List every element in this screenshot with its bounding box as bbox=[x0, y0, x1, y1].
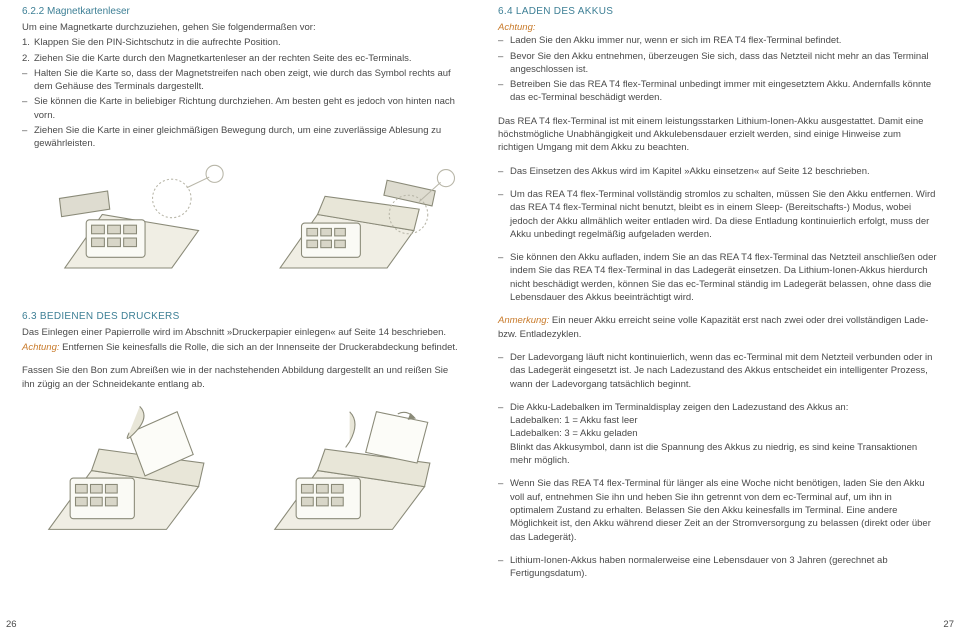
section-63-body: Das Einlegen einer Papierrolle wird im A… bbox=[22, 326, 462, 339]
printer-illus-2 bbox=[248, 401, 462, 551]
section-63-warning: Achtung: Entfernen Sie keinesfalls die R… bbox=[22, 341, 462, 354]
info-b8a: Die Akku-Ladebalken im Terminaldisplay z… bbox=[510, 402, 848, 413]
info-b10-marker: – bbox=[498, 554, 510, 581]
info-b7-marker: – bbox=[498, 351, 510, 391]
warn-b1-text: Laden Sie den Akku immer nur, wenn er si… bbox=[510, 34, 938, 47]
warn-bullet-2: – Bevor Sie den Akku entnehmen, überzeug… bbox=[498, 50, 938, 77]
warn-bullet-3: – Betreiben Sie das REA T4 flex-Terminal… bbox=[498, 78, 938, 105]
bullet-2-text: Sie können die Karte in beliebiger Richt… bbox=[34, 95, 462, 122]
info-b6-marker: – bbox=[498, 251, 510, 304]
info-b8c: Ladebalken: 3 = Akku geladen bbox=[510, 428, 638, 439]
page-left: 6.2.2 Magnetkartenleser Um eine Magnetka… bbox=[0, 0, 480, 637]
terminal-illus-2 bbox=[248, 161, 462, 300]
info-b8-text: Die Akku-Ladebalken im Terminaldisplay z… bbox=[510, 401, 938, 467]
info-b8b: Ladebalken: 1 = Akku fast leer bbox=[510, 415, 638, 426]
section-64-warning-label: Achtung: bbox=[498, 21, 938, 34]
step-2: 2. Ziehen Sie die Karte durch den Magnet… bbox=[22, 52, 462, 65]
info-b5-marker: – bbox=[498, 188, 510, 241]
info-bullet-4: – Das Einsetzen des Akkus wird im Kapite… bbox=[498, 165, 938, 178]
section-64-para1: Das REA T4 flex-Terminal ist mit einem l… bbox=[498, 115, 938, 155]
warning-label: Achtung: bbox=[22, 342, 60, 353]
info-bullet-5: – Um das REA T4 flex-Terminal vollständi… bbox=[498, 188, 938, 241]
bullet-2-marker: – bbox=[22, 95, 34, 122]
section-64-note: Anmerkung: Ein neuer Akku erreicht seine… bbox=[498, 314, 938, 341]
bullet-1-marker: – bbox=[22, 67, 34, 94]
bullet-3-marker: – bbox=[22, 124, 34, 151]
step-1-marker: 1. bbox=[22, 36, 34, 49]
info-b10-text: Lithium-Ionen-Akkus haben normalerweise … bbox=[510, 554, 938, 581]
bullet-1-text: Halten Sie die Karte so, dass der Magnet… bbox=[34, 67, 462, 94]
page-right: 6.4 Laden des Akkus Achtung: – Laden Sie… bbox=[480, 0, 960, 637]
illustration-card-reader bbox=[22, 161, 462, 300]
step-1: 1. Klappen Sie den PIN-Sichtschutz in di… bbox=[22, 36, 462, 49]
bullet-3-text: Ziehen Sie die Karte in einer gleichmäßi… bbox=[34, 124, 462, 151]
info-bullet-9: – Wenn Sie das REA T4 flex-Terminal für … bbox=[498, 477, 938, 543]
terminal-illus-1 bbox=[22, 161, 236, 300]
step-2-text: Ziehen Sie die Karte durch den Magnetkar… bbox=[34, 52, 462, 65]
info-b6-text: Sie können den Akku aufladen, indem Sie … bbox=[510, 251, 938, 304]
bullet-2: – Sie können die Karte in beliebiger Ric… bbox=[22, 95, 462, 122]
illustration-printer bbox=[22, 401, 462, 551]
info-bullet-6: – Sie können den Akku aufladen, indem Si… bbox=[498, 251, 938, 304]
info-b4-text: Das Einsetzen des Akkus wird im Kapitel … bbox=[510, 165, 938, 178]
warn-b2-marker: – bbox=[498, 50, 510, 77]
info-b9-marker: – bbox=[498, 477, 510, 543]
warn-b3-text: Betreiben Sie das REA T4 flex-Terminal u… bbox=[510, 78, 938, 105]
step-2-marker: 2. bbox=[22, 52, 34, 65]
warn-b1-marker: – bbox=[498, 34, 510, 47]
warn-b2-text: Bevor Sie den Akku entnehmen, überzeugen… bbox=[510, 50, 938, 77]
section-622-title: 6.2.2 Magnetkartenleser bbox=[22, 5, 462, 19]
info-b4-marker: – bbox=[498, 165, 510, 178]
warning-text: Entfernen Sie keinesfalls die Rolle, die… bbox=[60, 342, 458, 353]
section-63-body2: Fassen Sie den Bon zum Abreißen wie in d… bbox=[22, 364, 462, 391]
info-bullet-7: – Der Ladevorgang läuft nicht kontinuier… bbox=[498, 351, 938, 391]
warn-b3-marker: – bbox=[498, 78, 510, 105]
info-b8-marker: – bbox=[498, 401, 510, 467]
section-64-title: 6.4 Laden des Akkus bbox=[498, 5, 938, 19]
bullet-1: – Halten Sie die Karte so, dass der Magn… bbox=[22, 67, 462, 94]
page-number-left: 26 bbox=[6, 618, 17, 631]
section-622-intro: Um eine Magnetkarte durchzuziehen, gehen… bbox=[22, 21, 462, 34]
info-b8d: Blinkt das Akkusymbol, dann ist die Span… bbox=[510, 442, 917, 466]
section-63-title: 6.3 Bedienen des Druckers bbox=[22, 310, 462, 324]
step-1-text: Klappen Sie den PIN-Sichtschutz in die a… bbox=[34, 36, 462, 49]
info-bullet-8: – Die Akku-Ladebalken im Terminaldisplay… bbox=[498, 401, 938, 467]
printer-illus-1 bbox=[22, 401, 236, 551]
page-number-right: 27 bbox=[943, 618, 954, 631]
note-text: Ein neuer Akku erreicht seine volle Kapa… bbox=[498, 315, 928, 339]
info-bullet-10: – Lithium-Ionen-Akkus haben normalerweis… bbox=[498, 554, 938, 581]
info-b5-text: Um das REA T4 flex-Terminal vollständig … bbox=[510, 188, 938, 241]
info-b9-text: Wenn Sie das REA T4 flex-Terminal für lä… bbox=[510, 477, 938, 543]
warn-bullet-1: – Laden Sie den Akku immer nur, wenn er … bbox=[498, 34, 938, 47]
note-label: Anmerkung: bbox=[498, 315, 549, 326]
bullet-3: – Ziehen Sie die Karte in einer gleichmä… bbox=[22, 124, 462, 151]
info-b7-text: Der Ladevorgang läuft nicht kontinuierli… bbox=[510, 351, 938, 391]
